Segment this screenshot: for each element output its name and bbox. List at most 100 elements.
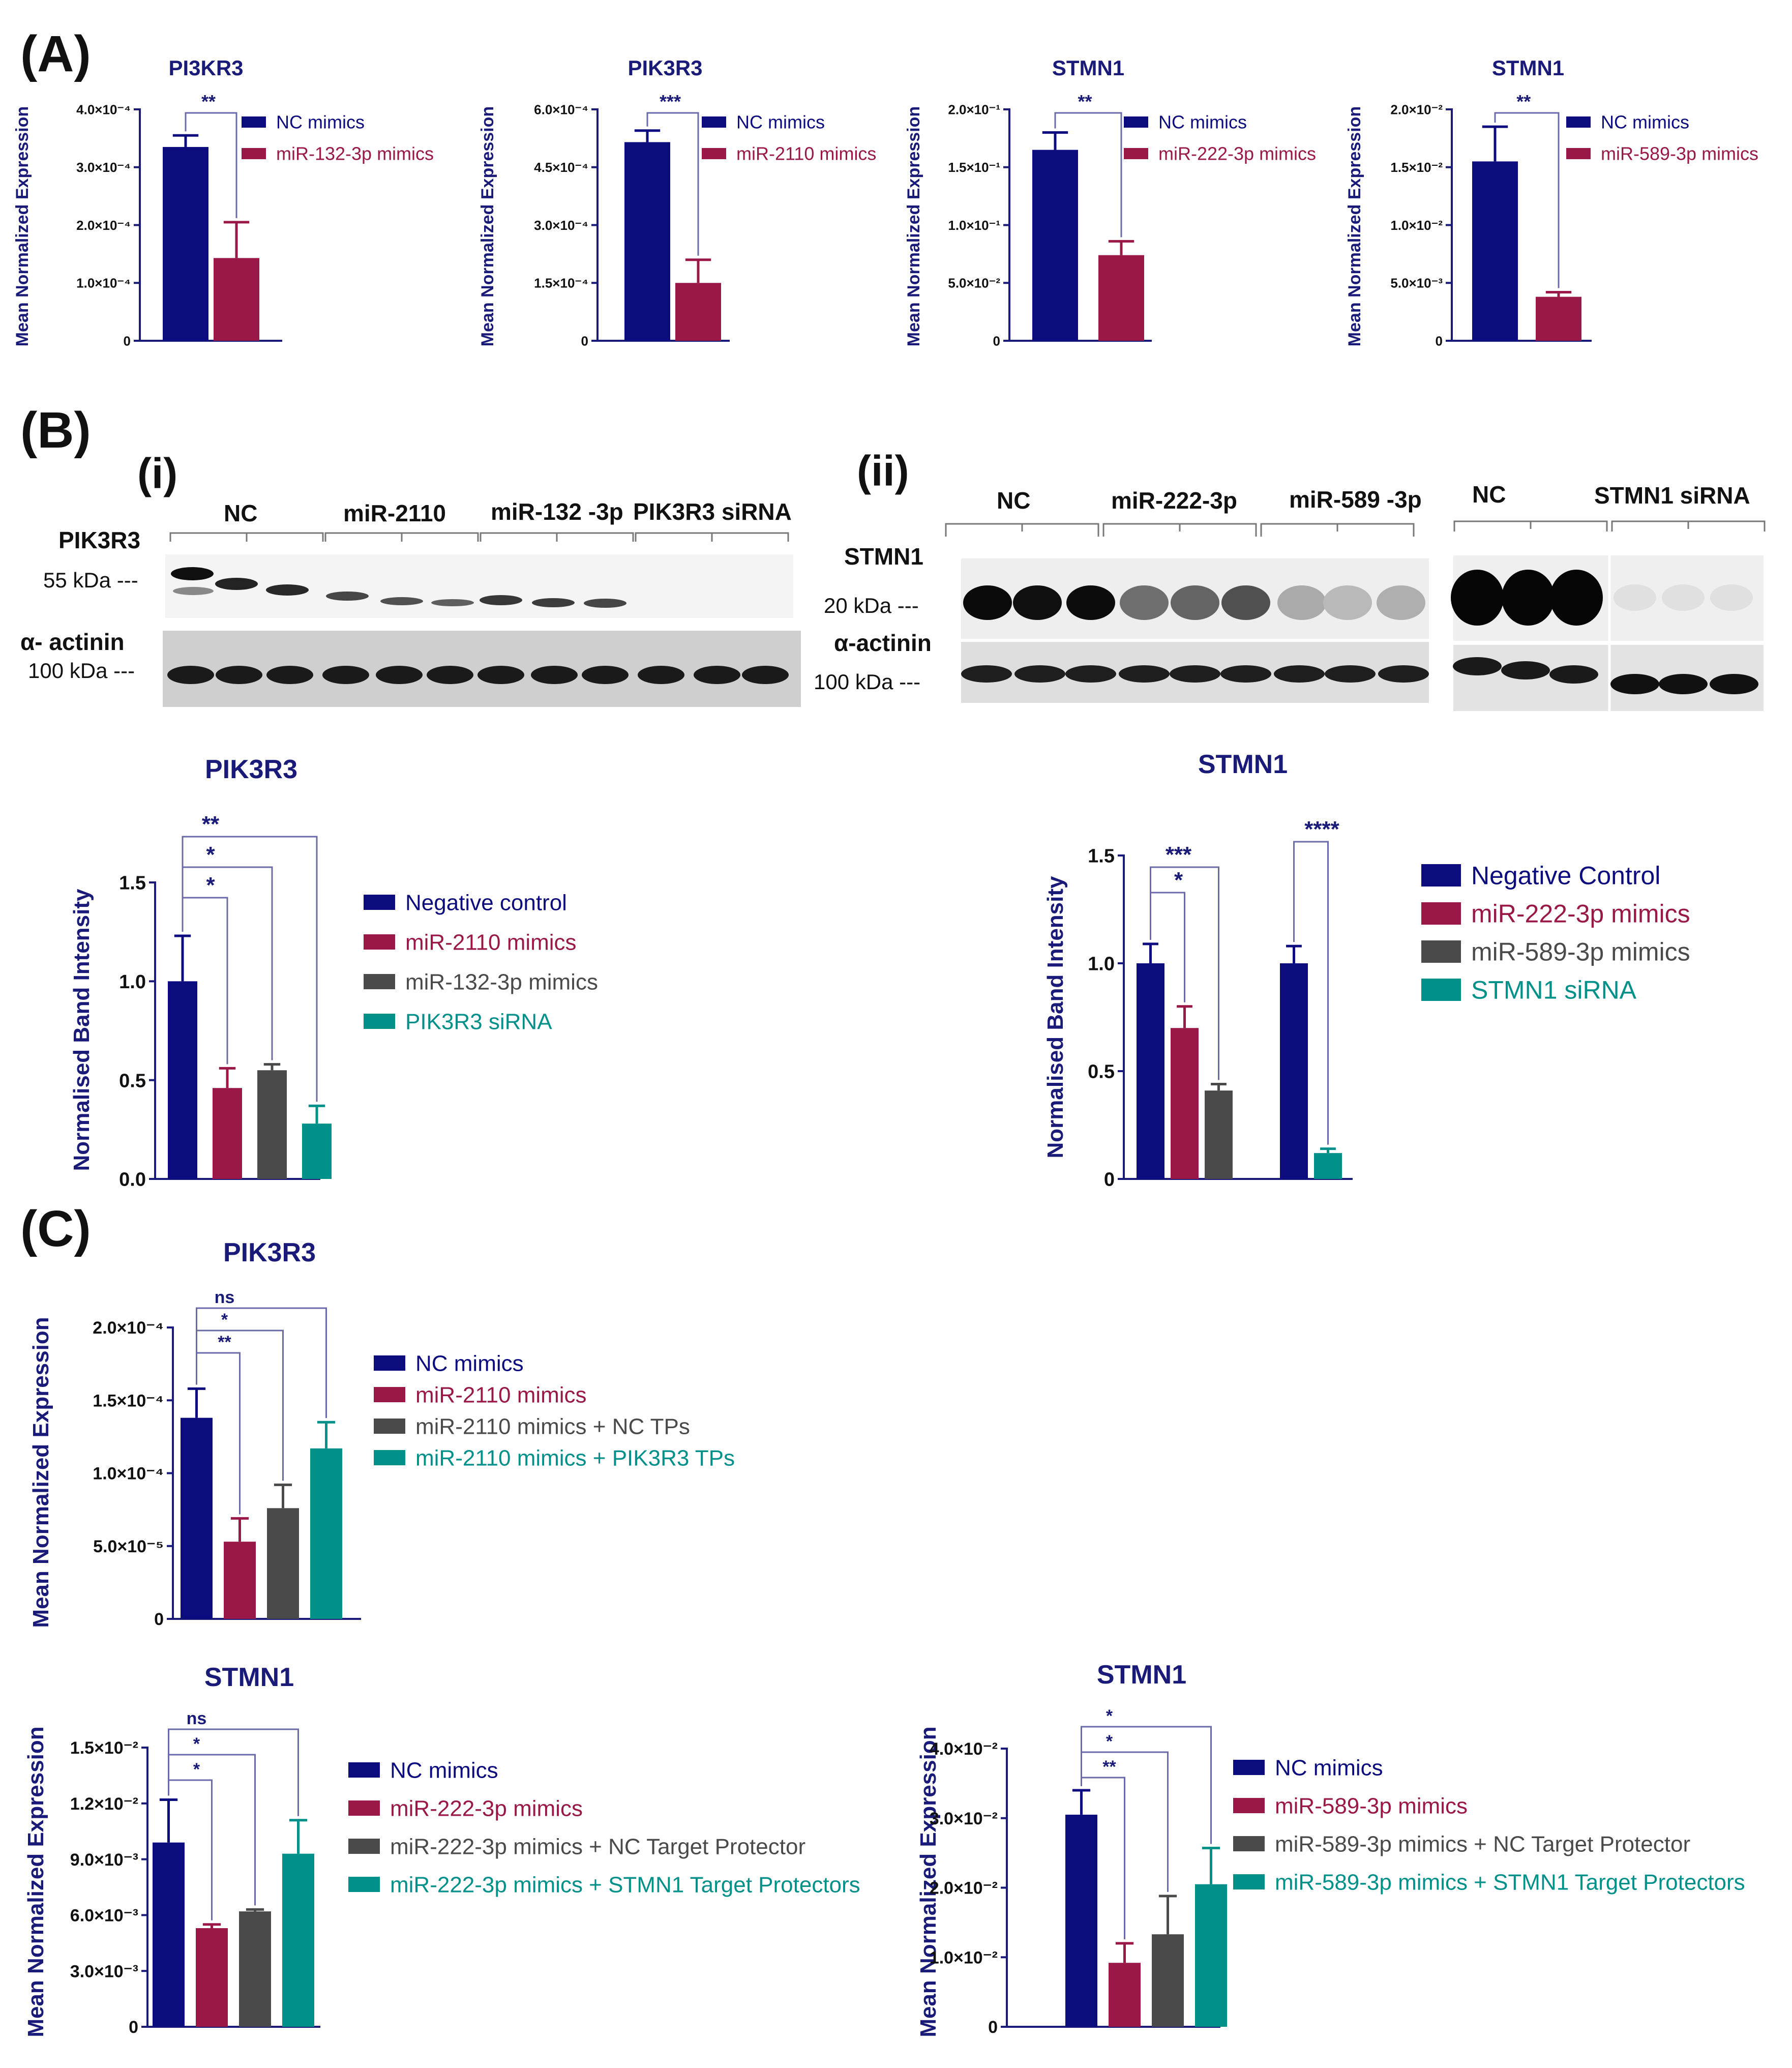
y-tick-label: 2.0×10⁻² [930,1879,998,1898]
chart-b2-stmn1: STMN1 Normalised Band Intensity 0 0.5 1.0 1.5… [1043,750,1690,1191]
significance-label: * [1106,1706,1113,1726]
blot-i-bracket-mir2110 [324,532,479,542]
bar-crimson [214,258,259,341]
y-tick-label: 3.0×10⁻⁴ [76,160,131,175]
legend-label: miR-589-3p mimics + NC Target Protector [1275,1831,1690,1856]
legend-label: miR-132-3p mimics [276,143,434,164]
legend-label: miR-222-3p mimics + STMN1 Target Protect… [390,1872,860,1897]
bar-teal [310,1448,342,1619]
blot-band [427,666,473,684]
blot-band [326,592,369,601]
blot-ii-group-mir589: miR-589 -3p [1289,486,1422,513]
blot-band [1221,585,1270,620]
significance-label: *** [1166,842,1192,867]
legend-label: NC mimics [1275,1755,1383,1780]
blot-i-loading-kda: 100 kDa --- [28,659,135,683]
chart-title: PIK3R3 [205,755,297,784]
significance-label: * [1106,1732,1113,1751]
y-tick-label: 0.5 [119,1070,146,1091]
significance-label: *** [660,91,681,112]
legend-swatch [374,1387,405,1402]
significance-label: * [193,1734,200,1754]
legend-label: miR-222-3p mimics + NC Target Protector [390,1834,805,1859]
blot-band [173,587,214,595]
legend-label: NC mimics [736,112,825,133]
bar-gray [1205,1090,1233,1179]
blot-i-protein-label: PIK3R3 [58,527,140,553]
bar-crimson [1109,1963,1141,2027]
legend-label: miR-2110 mimics + NC TPs [415,1414,690,1439]
chart-c2-stmn1: STMN1 Mean Normalized Expression 0 3.0×10⁻³… [23,1663,860,2037]
legend-label: miR-589-3p mimics [1275,1793,1468,1818]
blot-band [380,597,423,605]
western-blot-i: (i) NC miR-2110 miR-132 -3p PIK3R3 siRNA… [20,450,801,707]
bar-crimson [1171,1028,1199,1179]
y-tick-label: 1.0×10⁻⁴ [93,1464,164,1484]
blot-band [1614,584,1656,611]
significance-bracket [1494,112,1560,288]
y-tick-label: 1.0×10⁻¹ [948,218,1000,233]
y-tick-label: 0.5 [1088,1061,1115,1083]
legend-label: STMN1 siRNA [1471,976,1637,1005]
y-tick-label: 1.0×10⁻² [1390,218,1443,233]
y-tick-label: 2.0×10⁻² [1390,102,1443,117]
chart-title: PIK3R3 [628,56,702,80]
legend-swatch [1421,902,1461,925]
y-tick-label: 0 [124,333,131,348]
chart-b1-pik3r3: PIK3R3 Normalised Band Intensity 0.0 0.5 1.0… [69,755,598,1191]
legend-swatch [374,1450,405,1465]
y-axis-label: Mean Normalized Expression [28,1317,53,1628]
y-tick-label: 1.5×10⁻² [70,1738,138,1758]
chart-title: STMN1 [1198,750,1288,779]
y-axis-label: Normalised Band Intensity [1043,876,1068,1159]
blot-band [1119,665,1170,683]
significance-bracket [168,1728,299,1816]
y-tick-label: 0 [1104,1169,1115,1191]
y-tick-label: 0 [988,2018,998,2037]
bar-gray [1152,1934,1184,2027]
y-tick-label: 6.0×10⁻³ [70,1906,138,1926]
blot-band [1274,665,1325,683]
blot-band [266,666,313,684]
blot-band [477,666,524,684]
blot-band [638,666,684,684]
blot-band [1453,657,1502,675]
blot-i-label: (i) [137,450,177,497]
bar-crimson [675,283,721,341]
blot-band [1377,585,1425,620]
bar-navy [1137,963,1164,1179]
blot-band [376,666,423,684]
legend-swatch [1566,116,1591,128]
y-axis-label: Mean Normalized Expression [904,106,923,346]
blot-ii-bracket2-sirna [1611,520,1766,531]
legend-swatch [348,1839,380,1854]
significance-bracket [182,836,318,1102]
y-tick-label: 1.0×10⁻² [930,1948,998,1967]
y-tick-label: 0 [129,2018,138,2037]
blot-band [1170,665,1220,683]
significance-bracket [646,112,699,256]
legend-label: NC mimics [1158,112,1247,133]
blot-band [1013,585,1062,620]
blot-band [480,595,522,605]
blot-band [1610,674,1659,694]
significance-bracket [1150,866,1219,1080]
panel-label-b: (B) [20,402,91,459]
legend-label: PIK3R3 siRNA [405,1009,552,1034]
blot-ii-bracket2-nc [1453,520,1608,531]
y-tick-label: 1.0 [1088,954,1115,975]
y-axis-label: Mean Normalized Expression [1345,106,1364,346]
bar-crimson [1536,297,1581,341]
blot-i-loading-label: α- actinin [20,629,125,655]
legend-swatch [364,895,395,910]
blot-band [431,599,474,606]
legend-label: miR-589-3p mimics + STMN1 Target Protect… [1275,1870,1745,1895]
blot-band [1710,674,1758,694]
y-tick-label: 1.5×10⁻⁴ [534,276,588,291]
bar-teal [1195,1884,1227,2027]
blot-ii-protein-kda: 20 kDa --- [824,594,919,617]
significance-bracket [1293,841,1329,1145]
blot-i-group-sirna: PIK3R3 siRNA [633,498,792,525]
bar-navy [168,981,197,1179]
